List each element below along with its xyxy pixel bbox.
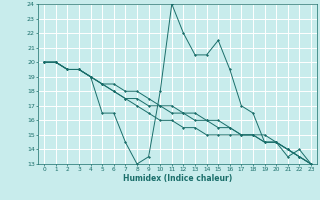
X-axis label: Humidex (Indice chaleur): Humidex (Indice chaleur): [123, 174, 232, 183]
